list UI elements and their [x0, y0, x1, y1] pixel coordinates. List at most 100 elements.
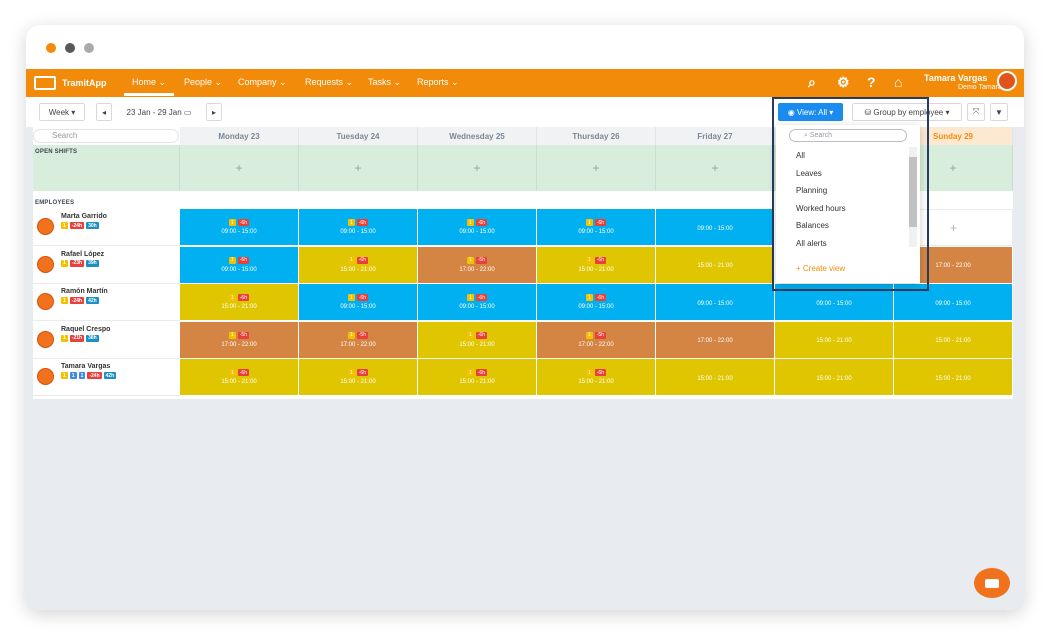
shift-time: 17:00 - 22:00 — [935, 263, 971, 269]
shift-cell[interactable]: 15:00 - 21:00 — [656, 246, 775, 284]
shift-cell[interactable]: 1 -6h 15:00 - 21:00 — [537, 246, 656, 284]
employee-search-input[interactable]: Search — [33, 129, 179, 143]
avatar — [37, 218, 54, 235]
shift-cell[interactable]: 1 -6h 09:00 - 15:00 — [537, 209, 656, 246]
open-shift-add-cell[interactable]: + — [537, 145, 656, 191]
shift-cell[interactable]: 1 -6h 09:00 - 15:00 — [537, 284, 656, 321]
employee-row[interactable]: Ramón Martín 1 -24h 42h — [33, 284, 180, 321]
brand-logo[interactable]: TramitApp — [34, 74, 107, 92]
maximize-dot[interactable] — [84, 43, 94, 53]
employee-name[interactable]: Marta Garrido — [61, 213, 107, 220]
shift-cell[interactable]: 1 -6h 15:00 - 21:00 — [180, 284, 299, 321]
shift-cell[interactable]: 1 -6h 15:00 - 21:00 — [180, 359, 299, 396]
avatar — [37, 255, 54, 273]
gift-icon[interactable]: ⌂ — [894, 74, 903, 90]
shift-cell[interactable]: 1 -6h 09:00 - 15:00 — [299, 209, 418, 246]
shift-cell[interactable]: 1 -5h 17:00 - 22:00 — [418, 246, 537, 284]
period-select[interactable]: Week ▾ — [39, 103, 85, 121]
hours-diff-badge: -5h — [475, 256, 487, 264]
view-option-balances[interactable]: Balances — [796, 221, 829, 230]
shift-cell[interactable]: 1 -5h 17:00 - 22:00 — [299, 321, 418, 359]
view-option-worked-hours[interactable]: Worked hours — [796, 204, 846, 213]
day-header: Tuesday 24 — [299, 127, 418, 145]
shift-badges: 1 -6h — [228, 219, 249, 226]
open-shift-add-cell[interactable]: + — [299, 145, 418, 191]
shift-badges: 1 -6h — [466, 219, 487, 226]
nav-tasks[interactable]: Tasks ⌄ — [368, 77, 402, 87]
nav-reports[interactable]: Reports ⌄ — [417, 77, 459, 87]
scrollbar-thumb[interactable] — [909, 157, 917, 227]
view-option-leaves[interactable]: Leaves — [796, 169, 822, 178]
shift-badges: 1 -6h — [466, 369, 487, 376]
shift-cell[interactable]: 1 -5h 17:00 - 22:00 — [537, 321, 656, 359]
shift-cell[interactable]: 1 -6h 09:00 - 15:00 — [180, 246, 299, 284]
brand-name: TramitApp — [62, 78, 107, 88]
prev-week-button[interactable]: ◂ — [96, 103, 112, 121]
filter-icon[interactable]: ▼ — [990, 103, 1008, 121]
shift-cell[interactable]: 15:00 - 21:00 — [894, 321, 1013, 359]
shift-cell[interactable]: 1 -6h 09:00 - 15:00 — [180, 209, 299, 246]
search-icon[interactable]: ⌕ — [808, 74, 816, 90]
user-avatar[interactable] — [997, 71, 1017, 91]
shift-cell[interactable]: 1 -6h 15:00 - 21:00 — [299, 246, 418, 284]
logo-icon — [34, 76, 56, 90]
chat-button[interactable] — [974, 568, 1010, 598]
employee-row[interactable]: Marta Garrido 1 -24h 30h — [33, 209, 180, 246]
shift-cell[interactable]: 1 -6h 09:00 - 15:00 — [418, 284, 537, 321]
employee-name[interactable]: Ramón Martín — [61, 288, 108, 295]
help-icon[interactable]: ? — [867, 74, 876, 90]
open-shift-add-cell[interactable]: + — [656, 145, 775, 191]
employee-row[interactable]: Tamara Vargas 1 1 1 -24h 42h — [33, 359, 180, 396]
shift-cell[interactable]: 1 -6h 09:00 - 15:00 — [418, 209, 537, 246]
nav-people[interactable]: People ⌄ — [184, 77, 223, 87]
shift-cell[interactable]: 15:00 - 21:00 — [894, 359, 1013, 396]
shift-time: 09:00 - 15:00 — [578, 304, 614, 310]
employee-row[interactable]: Raquel Crespo 1 -21h 38h — [33, 321, 180, 359]
open-shift-add-cell[interactable]: + — [180, 145, 299, 191]
view-option-planning[interactable]: Planning — [796, 186, 828, 195]
employee-badges: 1 1 1 -24h 42h — [61, 372, 117, 379]
shift-cell[interactable]: 1 -6h 09:00 - 15:00 — [299, 284, 418, 321]
shift-cell[interactable]: 09:00 - 15:00 — [656, 209, 775, 246]
shift-time: 09:00 - 15:00 — [816, 300, 852, 307]
shift-time: 15:00 - 21:00 — [697, 375, 733, 382]
shift-time: 09:00 - 15:00 — [935, 300, 971, 307]
next-week-button[interactable]: ▸ — [206, 103, 222, 121]
shift-cell[interactable]: 1 -6h 15:00 - 21:00 — [537, 359, 656, 396]
nav-home[interactable]: Home ⌄ — [123, 77, 175, 96]
view-option-all-alerts[interactable]: All alerts — [796, 239, 827, 248]
shift-cell[interactable]: 1 -5h 17:00 - 22:00 — [180, 321, 299, 359]
nav-company[interactable]: Company ⌄ — [238, 77, 287, 87]
shift-cell[interactable]: 15:00 - 21:00 — [656, 359, 775, 396]
view-option-all[interactable]: All — [796, 151, 805, 160]
shift-cell[interactable]: 1 -6h 15:00 - 21:00 — [299, 359, 418, 396]
create-view-button[interactable]: + Create view — [796, 264, 846, 273]
alert-badge: 1 — [585, 369, 593, 376]
gear-icon[interactable]: ⚙ — [837, 74, 850, 90]
shift-cell[interactable]: 17:00 - 22:00 — [656, 321, 775, 359]
shift-cell[interactable]: 1 -6h 15:00 - 21:00 — [418, 321, 537, 359]
view-select-button[interactable]: ◉ View: All ▾ — [778, 103, 843, 121]
user-name[interactable]: Tamara Vargas — [924, 73, 988, 83]
employee-name[interactable]: Tamara Vargas — [61, 363, 111, 370]
employee-name[interactable]: Rafael López — [61, 250, 105, 258]
close-dot[interactable] — [46, 43, 56, 53]
shift-cell[interactable]: 1 -6h 15:00 - 21:00 — [418, 359, 537, 396]
status-badge: -24h — [87, 372, 102, 379]
date-range-picker[interactable]: 23 Jan - 29 Jan ▭ — [113, 103, 205, 121]
alert-badge: 1 — [466, 294, 474, 301]
employee-name[interactable]: Raquel Crespo — [61, 325, 111, 333]
shift-time: 17:00 - 22:00 — [697, 338, 733, 344]
employee-row[interactable]: Rafael López 1 -23h 39h — [33, 246, 180, 284]
shift-time: 15:00 - 21:00 — [935, 375, 971, 382]
group-by-select[interactable]: ⛁ Group by employee ▾ — [852, 103, 962, 121]
minimize-dot[interactable] — [65, 43, 75, 53]
shift-cell[interactable]: 15:00 - 21:00 — [775, 321, 894, 359]
shift-cell[interactable]: 09:00 - 15:00 — [656, 284, 775, 321]
open-shift-add-cell[interactable]: + — [418, 145, 537, 191]
nav-requests[interactable]: Requests ⌄ — [305, 77, 354, 87]
view-search-input[interactable]: ⌕ Search — [789, 129, 907, 142]
dropdown-scrollbar[interactable] — [909, 147, 917, 247]
expand-icon[interactable]: ⤧ — [967, 103, 985, 121]
shift-cell[interactable]: 15:00 - 21:00 — [775, 359, 894, 396]
